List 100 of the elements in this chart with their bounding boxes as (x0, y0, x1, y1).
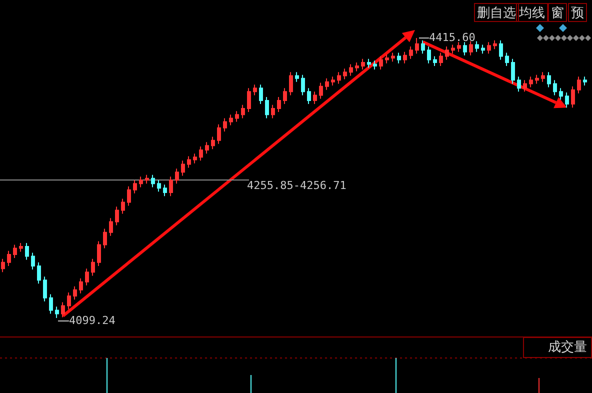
candlestick (451, 44, 455, 54)
candlestick (19, 242, 23, 252)
candlestick (265, 96, 269, 119)
candlestick (79, 278, 83, 294)
candlestick (397, 52, 401, 64)
text: 均线 (516, 3, 548, 22)
candlestick (253, 84, 257, 96)
candlestick (343, 68, 347, 80)
candlestick (463, 42, 467, 56)
candlestick (337, 72, 341, 84)
candlestick (37, 262, 41, 284)
candlestick (481, 44, 485, 54)
candlestick (367, 58, 371, 68)
candlestick (127, 186, 131, 206)
candlestick (67, 292, 71, 310)
candlestick (445, 46, 449, 60)
candlestick (505, 52, 509, 66)
candlestick (469, 40, 473, 56)
candlestick (565, 92, 569, 108)
candlestick (181, 160, 185, 176)
candlestick (13, 244, 17, 259)
text: 预 (568, 3, 587, 22)
candlestick (61, 302, 65, 318)
candlestick (331, 76, 335, 86)
candlestick (235, 110, 239, 122)
candlestick (55, 306, 59, 318)
candlestick (295, 72, 299, 82)
candlestick (97, 240, 101, 266)
candlestick (379, 56, 383, 70)
annotation: 4255.85-4256.71 (247, 179, 346, 192)
candlestick (241, 104, 245, 119)
candlestick (31, 252, 35, 270)
candlestick (283, 88, 287, 105)
candlestick (319, 82, 323, 100)
candlestick (529, 76, 533, 88)
candlestick (517, 76, 521, 92)
candlestick (541, 72, 545, 82)
candlestick (1, 258, 5, 273)
annotation: 4099.24 (69, 314, 116, 327)
candlestick (7, 250, 11, 266)
candlestick (187, 156, 191, 168)
candlestick (571, 86, 575, 108)
candlestick (73, 286, 77, 300)
candlestick (349, 64, 353, 76)
candlestick (325, 78, 329, 90)
candlestick (499, 40, 503, 60)
candlestick (577, 76, 581, 94)
candlestick (427, 46, 431, 64)
candlestick (511, 58, 515, 84)
candlestick (547, 72, 551, 88)
candlestick (493, 40, 497, 50)
candlestick (175, 168, 179, 184)
candlestick (391, 52, 395, 62)
candlestick (205, 142, 209, 154)
candlestick (163, 184, 167, 197)
candlestick (439, 52, 443, 66)
candlestick (157, 180, 161, 192)
candlestick (43, 276, 47, 302)
candlestick (223, 118, 227, 132)
candlestick (301, 74, 305, 96)
candlestick (133, 180, 137, 194)
annotation: 4415.60 (429, 31, 476, 44)
text: 删自选 (474, 3, 519, 22)
candlestick (109, 218, 113, 236)
candlestick (121, 198, 125, 214)
candlestick (421, 40, 425, 54)
candlestick (409, 46, 413, 60)
candlestick (25, 242, 29, 260)
candlestick (373, 60, 377, 70)
candlestick (553, 80, 557, 96)
candlestick (523, 80, 527, 92)
candlestick (277, 96, 281, 113)
candlestick (355, 62, 359, 72)
candlestick (91, 258, 95, 276)
candlestick (139, 176, 143, 188)
candlestick (433, 56, 437, 66)
candlestick (229, 114, 233, 126)
candlestick (415, 38, 419, 54)
candlestick (535, 74, 539, 84)
candlestick (559, 88, 563, 100)
candlestick (151, 174, 155, 188)
candlestick (199, 146, 203, 162)
candlestick (115, 206, 119, 226)
candlestick (361, 58, 365, 70)
candlestick (271, 104, 275, 119)
candlestick (49, 294, 53, 314)
text: 成交量 (523, 337, 592, 358)
candlestick (169, 176, 173, 197)
candlestick (145, 174, 149, 184)
candlestick (385, 54, 389, 64)
candlestick (403, 51, 407, 64)
candlestick (193, 153, 197, 164)
candlestick (259, 84, 263, 105)
candlestick (583, 76, 587, 86)
candlestick (307, 88, 311, 105)
candlestick (313, 91, 317, 105)
candlestick (103, 228, 107, 249)
candlestick (487, 42, 491, 54)
candlestick (211, 136, 215, 150)
candlestick (85, 268, 89, 286)
